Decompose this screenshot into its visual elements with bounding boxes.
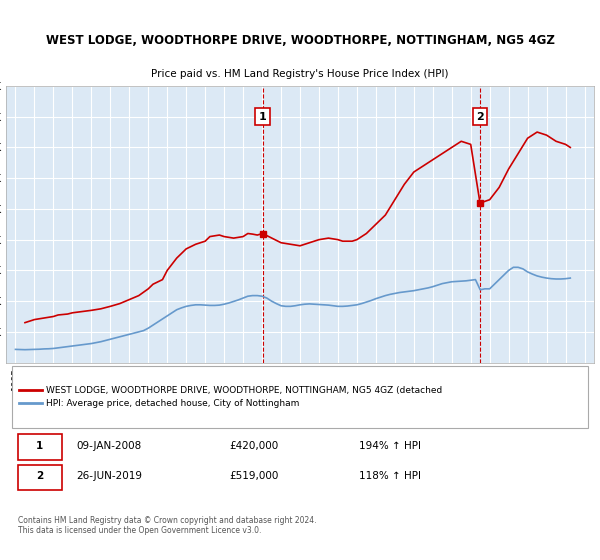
Text: Price paid vs. HM Land Registry's House Price Index (HPI): Price paid vs. HM Land Registry's House … bbox=[151, 69, 449, 78]
FancyBboxPatch shape bbox=[18, 434, 62, 460]
Text: £519,000: £519,000 bbox=[229, 471, 279, 481]
Text: 194% ↑ HPI: 194% ↑ HPI bbox=[359, 441, 421, 451]
Text: 1: 1 bbox=[36, 441, 43, 451]
FancyBboxPatch shape bbox=[18, 465, 62, 490]
Text: 2: 2 bbox=[36, 471, 43, 481]
FancyBboxPatch shape bbox=[12, 366, 588, 428]
Text: 2: 2 bbox=[476, 111, 484, 122]
Text: WEST LODGE, WOODTHORPE DRIVE, WOODTHORPE, NOTTINGHAM, NG5 4GZ: WEST LODGE, WOODTHORPE DRIVE, WOODTHORPE… bbox=[46, 34, 554, 47]
Text: £420,000: £420,000 bbox=[229, 441, 278, 451]
Text: 26-JUN-2019: 26-JUN-2019 bbox=[77, 471, 143, 481]
Text: Contains HM Land Registry data © Crown copyright and database right 2024.
This d: Contains HM Land Registry data © Crown c… bbox=[18, 516, 316, 535]
Text: 118% ↑ HPI: 118% ↑ HPI bbox=[359, 471, 421, 481]
Legend: WEST LODGE, WOODTHORPE DRIVE, WOODTHORPE, NOTTINGHAM, NG5 4GZ (detached, HPI: Av: WEST LODGE, WOODTHORPE DRIVE, WOODTHORPE… bbox=[16, 383, 445, 411]
Text: 09-JAN-2008: 09-JAN-2008 bbox=[77, 441, 142, 451]
Text: 1: 1 bbox=[259, 111, 266, 122]
